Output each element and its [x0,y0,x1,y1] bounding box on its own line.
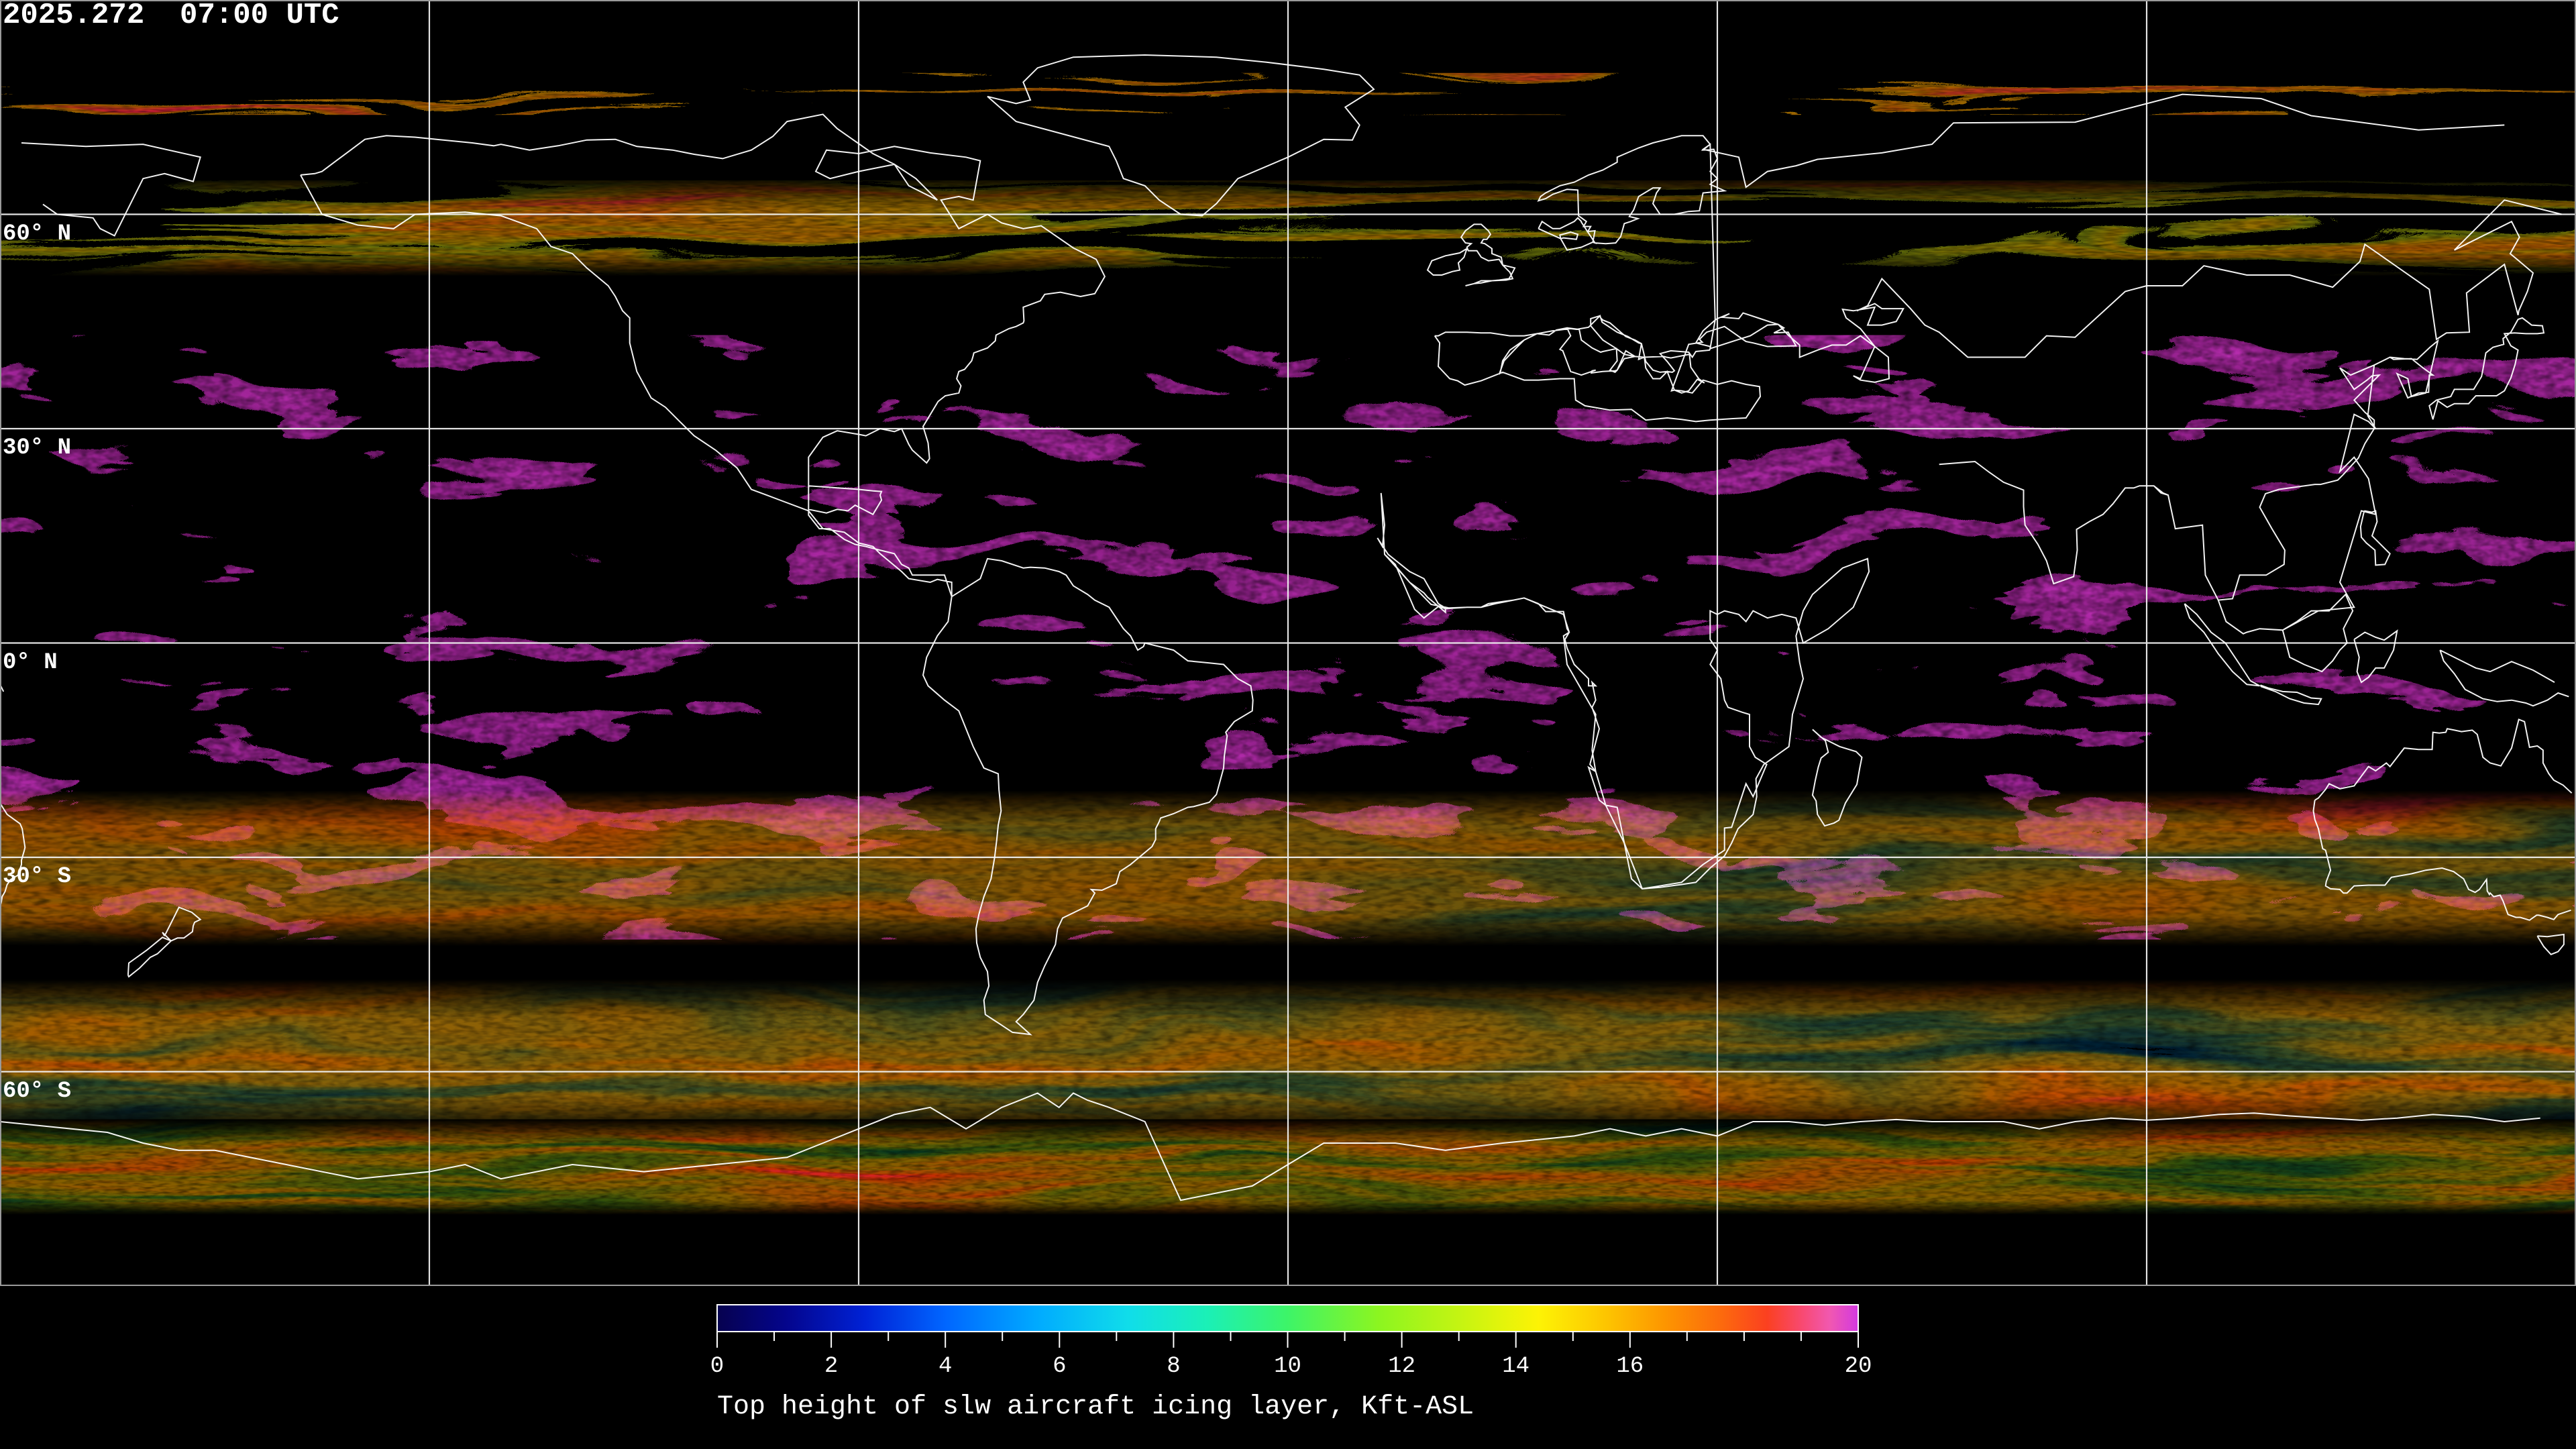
svg-text:30° S: 30° S [3,864,71,890]
svg-text:30° N: 30° N [3,435,71,461]
svg-text:4: 4 [938,1354,952,1379]
svg-text:14: 14 [1502,1354,1529,1379]
svg-text:16: 16 [1616,1354,1644,1379]
svg-text:60° S: 60° S [3,1079,71,1104]
svg-text:6: 6 [1053,1354,1066,1379]
svg-text:2: 2 [824,1354,838,1379]
svg-text:Top height of slw aircraft ici: Top height of slw aircraft icing layer, … [717,1392,1474,1422]
svg-text:0: 0 [710,1354,724,1379]
svg-text:0° N: 0° N [3,650,58,676]
svg-text:20: 20 [1845,1354,1872,1379]
svg-text:8: 8 [1167,1354,1180,1379]
svg-text:12: 12 [1388,1354,1415,1379]
svg-text:60° N: 60° N [3,221,71,247]
svg-text:10: 10 [1274,1354,1301,1379]
